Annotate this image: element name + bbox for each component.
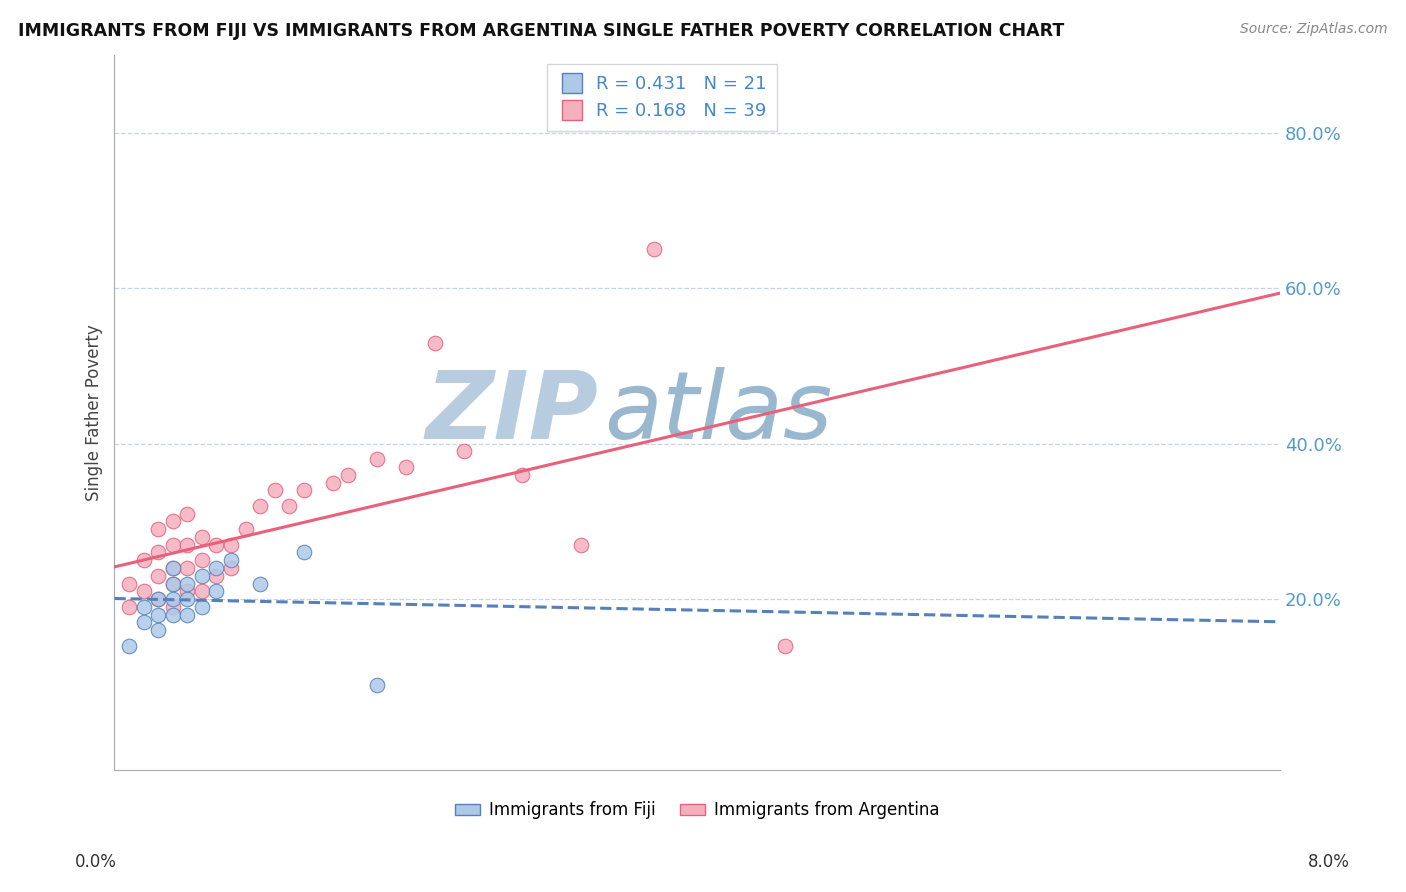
Legend: Immigrants from Fiji, Immigrants from Argentina: Immigrants from Fiji, Immigrants from Ar… <box>449 795 946 826</box>
Point <box>219 561 242 575</box>
Point <box>146 592 169 607</box>
Text: atlas: atlas <box>605 368 832 458</box>
Point <box>146 623 169 637</box>
Point <box>336 467 359 482</box>
Point <box>292 483 315 498</box>
Point <box>146 545 169 559</box>
Point <box>278 499 301 513</box>
Point <box>118 599 141 614</box>
Point <box>235 522 257 536</box>
Point <box>512 467 534 482</box>
Point <box>191 553 214 567</box>
Y-axis label: Single Father Poverty: Single Father Poverty <box>86 324 103 501</box>
Text: 0.0%: 0.0% <box>75 853 117 871</box>
Point <box>366 677 388 691</box>
Text: Source: ZipAtlas.com: Source: ZipAtlas.com <box>1240 22 1388 37</box>
Point <box>146 607 169 622</box>
Point <box>162 592 184 607</box>
Point <box>146 568 169 582</box>
Point <box>162 514 184 528</box>
Text: IMMIGRANTS FROM FIJI VS IMMIGRANTS FROM ARGENTINA SINGLE FATHER POVERTY CORRELAT: IMMIGRANTS FROM FIJI VS IMMIGRANTS FROM … <box>18 22 1064 40</box>
Point <box>176 538 198 552</box>
Point <box>191 599 214 614</box>
Point <box>132 615 155 630</box>
Point <box>205 538 228 552</box>
Point <box>453 444 475 458</box>
Point <box>146 592 169 607</box>
Point <box>191 568 214 582</box>
Point <box>176 584 198 599</box>
Point <box>132 599 155 614</box>
Point <box>176 507 198 521</box>
Point <box>249 576 271 591</box>
Point <box>162 607 184 622</box>
Point <box>176 561 198 575</box>
Point <box>162 599 184 614</box>
Point <box>219 553 242 567</box>
Point <box>176 607 198 622</box>
Point <box>569 538 592 552</box>
Point <box>205 584 228 599</box>
Point <box>191 530 214 544</box>
Point <box>162 561 184 575</box>
Point <box>162 576 184 591</box>
Point <box>132 584 155 599</box>
Point <box>249 499 271 513</box>
Point <box>643 243 665 257</box>
Point <box>176 576 198 591</box>
Point <box>205 561 228 575</box>
Point <box>162 538 184 552</box>
Point <box>322 475 344 490</box>
Point <box>162 561 184 575</box>
Point <box>292 545 315 559</box>
Point <box>191 584 214 599</box>
Point <box>773 639 796 653</box>
Text: 8.0%: 8.0% <box>1308 853 1350 871</box>
Point <box>423 335 446 350</box>
Point <box>219 538 242 552</box>
Point <box>205 568 228 582</box>
Point <box>176 592 198 607</box>
Text: ZIP: ZIP <box>425 367 598 458</box>
Point <box>118 576 141 591</box>
Point <box>162 576 184 591</box>
Point <box>146 522 169 536</box>
Point <box>366 452 388 467</box>
Point <box>395 459 418 474</box>
Point <box>132 553 155 567</box>
Point <box>118 639 141 653</box>
Point <box>263 483 285 498</box>
